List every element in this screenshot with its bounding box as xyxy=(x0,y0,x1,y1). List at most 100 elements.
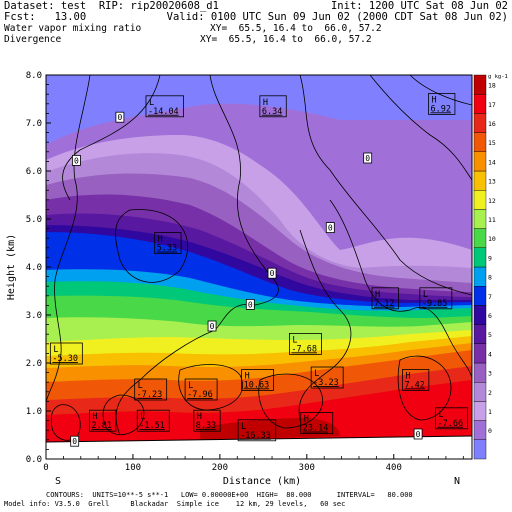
colorbar-label: 11 xyxy=(488,216,496,224)
extremum-value-label: 6.92 xyxy=(431,104,451,114)
xy-range-1: XY= 65.5, 16.4 to 66.0, 57.2 xyxy=(210,23,382,34)
colorbar-label: 12 xyxy=(488,197,496,205)
colorbar-swatch xyxy=(473,113,487,133)
colorbar-label: 0 xyxy=(488,427,492,435)
extremum-box xyxy=(241,368,275,391)
colorbar-label: 9 xyxy=(488,254,492,262)
extremum-value-label: -9.85 xyxy=(422,299,448,309)
extremum-box xyxy=(371,287,399,310)
colorbar-label: 18 xyxy=(488,82,496,90)
extremum-type-label: H xyxy=(158,235,163,245)
zero-contour-label: 0 xyxy=(328,224,333,233)
y-tick-label: 6.0 xyxy=(26,167,42,177)
extremum-box xyxy=(145,95,184,118)
y-tick-label: 5.0 xyxy=(26,215,42,225)
extremum-value-label: 2.81 xyxy=(91,421,111,431)
extremum-box xyxy=(154,232,182,255)
colorbar-label: 2 xyxy=(488,389,492,397)
zero-contour-label: 0 xyxy=(117,113,122,122)
extremum-value-label: -1.51 xyxy=(139,421,165,431)
extremum-value-label: 23.14 xyxy=(303,424,329,434)
field-name-2: Divergence xyxy=(4,34,62,45)
zero-contour-box xyxy=(413,428,423,440)
extremum-value-label: -16.33 xyxy=(240,431,271,441)
zero-contour-box xyxy=(72,154,81,166)
colorbar-label: 8 xyxy=(488,274,492,282)
extremum-type-label: H xyxy=(432,95,437,105)
colorbar-label: 16 xyxy=(488,120,496,128)
y-tick-label: 7.0 xyxy=(26,119,42,129)
extremum-box xyxy=(419,287,453,310)
x-tick-label: 100 xyxy=(125,463,141,473)
extremum-value-label: 7.12 xyxy=(374,299,394,309)
extremum-type-label: H xyxy=(375,290,380,300)
x-axis-label: Distance (km) xyxy=(223,476,301,487)
colorbar-swatch xyxy=(473,362,487,383)
extremum-box xyxy=(428,93,456,115)
extremum-type-label: H xyxy=(405,371,410,381)
colorbar-label: 15 xyxy=(488,139,496,147)
colorbar-swatch xyxy=(473,343,487,364)
zero-contour-label: 0 xyxy=(72,437,77,446)
extremum-value-label: -7.23 xyxy=(137,390,163,400)
colorbar-swatch xyxy=(473,170,487,191)
field-name-1: Water vapor mixing ratio xyxy=(4,23,142,34)
colorbar-swatch xyxy=(473,382,487,402)
extremum-value-label: -7.66 xyxy=(437,419,463,429)
x-start-label: S xyxy=(55,476,61,487)
colorbar-label: 3 xyxy=(488,370,492,378)
colorbar-swatch xyxy=(473,189,487,210)
colorbar-label: 14 xyxy=(488,158,496,166)
zero-contour-box xyxy=(207,320,217,332)
contours-info: CONTOURS: UNITS=10**-5 s**-1 LOW= 0.0000… xyxy=(46,491,413,499)
colorbar-swatch xyxy=(473,286,487,306)
colorbar-label: 1 xyxy=(488,408,492,416)
y-tick-label: 3.0 xyxy=(26,311,42,321)
extremum-type-label: L xyxy=(423,290,428,300)
zero-contour-label: 0 xyxy=(74,156,79,165)
colorbar-swatch xyxy=(473,247,487,268)
zero-contour-box xyxy=(325,222,335,234)
colorbar-swatch xyxy=(473,74,487,95)
extremum-box xyxy=(184,378,218,401)
colorbar-swatch xyxy=(473,228,487,249)
extremum-box xyxy=(289,332,322,355)
zero-contour-box xyxy=(363,152,373,164)
axis-ticks: 0 100 200 300 400 0.0 1.0 2.0 3.0 4.0 5.0 6.0 7.0 8.0 xyxy=(26,71,464,473)
model-info: Model info: V3.5.0 Grell Blackadar Simpl… xyxy=(4,500,346,508)
x-tick-label: 400 xyxy=(386,463,402,473)
extremum-box xyxy=(136,409,170,432)
extremum-value-label: -3.23 xyxy=(313,378,339,388)
moisture-field: L-14.04H6.34H6.92H5.33H7.12L-9.85L-5.30L… xyxy=(46,75,472,459)
extremum-box xyxy=(402,368,430,391)
y-axis-label: Height (km) xyxy=(6,234,17,300)
extremum-type-label: L xyxy=(140,412,145,422)
zero-contour-label: 0 xyxy=(416,430,421,439)
x-tick-label: 0 xyxy=(43,463,48,473)
colorbar-swatch xyxy=(473,420,487,441)
x-tick-label: 200 xyxy=(212,463,228,473)
extremum-value-label: -7.68 xyxy=(291,344,317,354)
zero-contour-box xyxy=(245,298,255,310)
extremum-box xyxy=(134,378,168,401)
y-tick-label: 4.0 xyxy=(26,263,42,273)
extremum-box xyxy=(300,412,334,435)
extremum-value-label: 8.33 xyxy=(196,421,216,431)
extremum-type-label: H xyxy=(263,98,268,108)
extremum-value-label: -5.30 xyxy=(52,354,78,364)
extremum-type-label: L xyxy=(138,381,143,391)
colorbar-label: 6 xyxy=(488,312,492,320)
colorbar-label: 4 xyxy=(488,350,492,358)
extremum-box xyxy=(310,366,344,389)
extremum-type-label: L xyxy=(438,410,443,420)
colorbar-label: 17 xyxy=(488,101,496,109)
colorbar-label: 5 xyxy=(488,331,492,339)
colorbar-label: 10 xyxy=(488,235,496,243)
dataset-label: Dataset: test RIP: rip20020608_d1 xyxy=(4,0,219,12)
zero-contour-label: 0 xyxy=(270,269,275,278)
zero-contour-label: 0 xyxy=(365,154,370,163)
extremum-box xyxy=(49,342,83,365)
extremum-type-label: H xyxy=(197,412,202,422)
extremum-type-label: H xyxy=(92,412,97,422)
